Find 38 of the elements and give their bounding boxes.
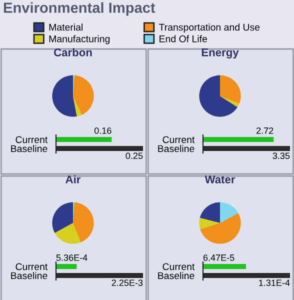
- pie-slice: [73, 202, 94, 242]
- legend-label: Manufacturing: [49, 35, 110, 44]
- chart-title: Water: [204, 176, 236, 184]
- y-tick-label: Baseline: [158, 272, 194, 280]
- data-label: 1.31E-4: [259, 280, 290, 286]
- data-label: 5.36E-4: [56, 254, 88, 261]
- pie-slice: [220, 202, 238, 223]
- pie-slice: [52, 202, 73, 234]
- pie-slice: [73, 96, 82, 116]
- y-tick-label: Current: [162, 263, 195, 270]
- pie-slice: [220, 96, 240, 108]
- data-label: 2.25E-3: [112, 280, 143, 286]
- text: Carbon: [54, 48, 92, 56]
- chart-title: Energy: [202, 48, 239, 59]
- y-tick-label: Baseline: [158, 144, 194, 152]
- legend-label: Material: [49, 24, 82, 31]
- y-tick-label: Current: [16, 136, 48, 144]
- legend-title: Environmental Impact: [4, 2, 156, 16]
- data-label: 0.16: [94, 127, 112, 134]
- data-label: 3.35: [272, 152, 290, 159]
- chart-title: Air: [66, 175, 81, 184]
- legend-label: Transportation and Use: [159, 24, 260, 33]
- pie-slice: [200, 202, 220, 223]
- y-tick-label: Baseline: [11, 144, 48, 152]
- pie-slice: [199, 218, 220, 230]
- pie-slice: [220, 75, 241, 104]
- pie-slice: [52, 75, 77, 117]
- pie-slice: [199, 75, 238, 117]
- y-tick-label: Current: [16, 263, 48, 270]
- pie-slice: [54, 223, 81, 244]
- y-tick-label: Current: [162, 136, 195, 144]
- data-label: 0.25: [126, 152, 143, 159]
- pie-slice: [200, 212, 241, 244]
- legend-label: End Of Life: [160, 35, 207, 42]
- data-label: 2.72: [256, 127, 274, 134]
- pie-slice: [73, 75, 94, 115]
- data-label: 6.47E-5: [203, 254, 234, 261]
- y-tick-label: Baseline: [11, 272, 48, 280]
